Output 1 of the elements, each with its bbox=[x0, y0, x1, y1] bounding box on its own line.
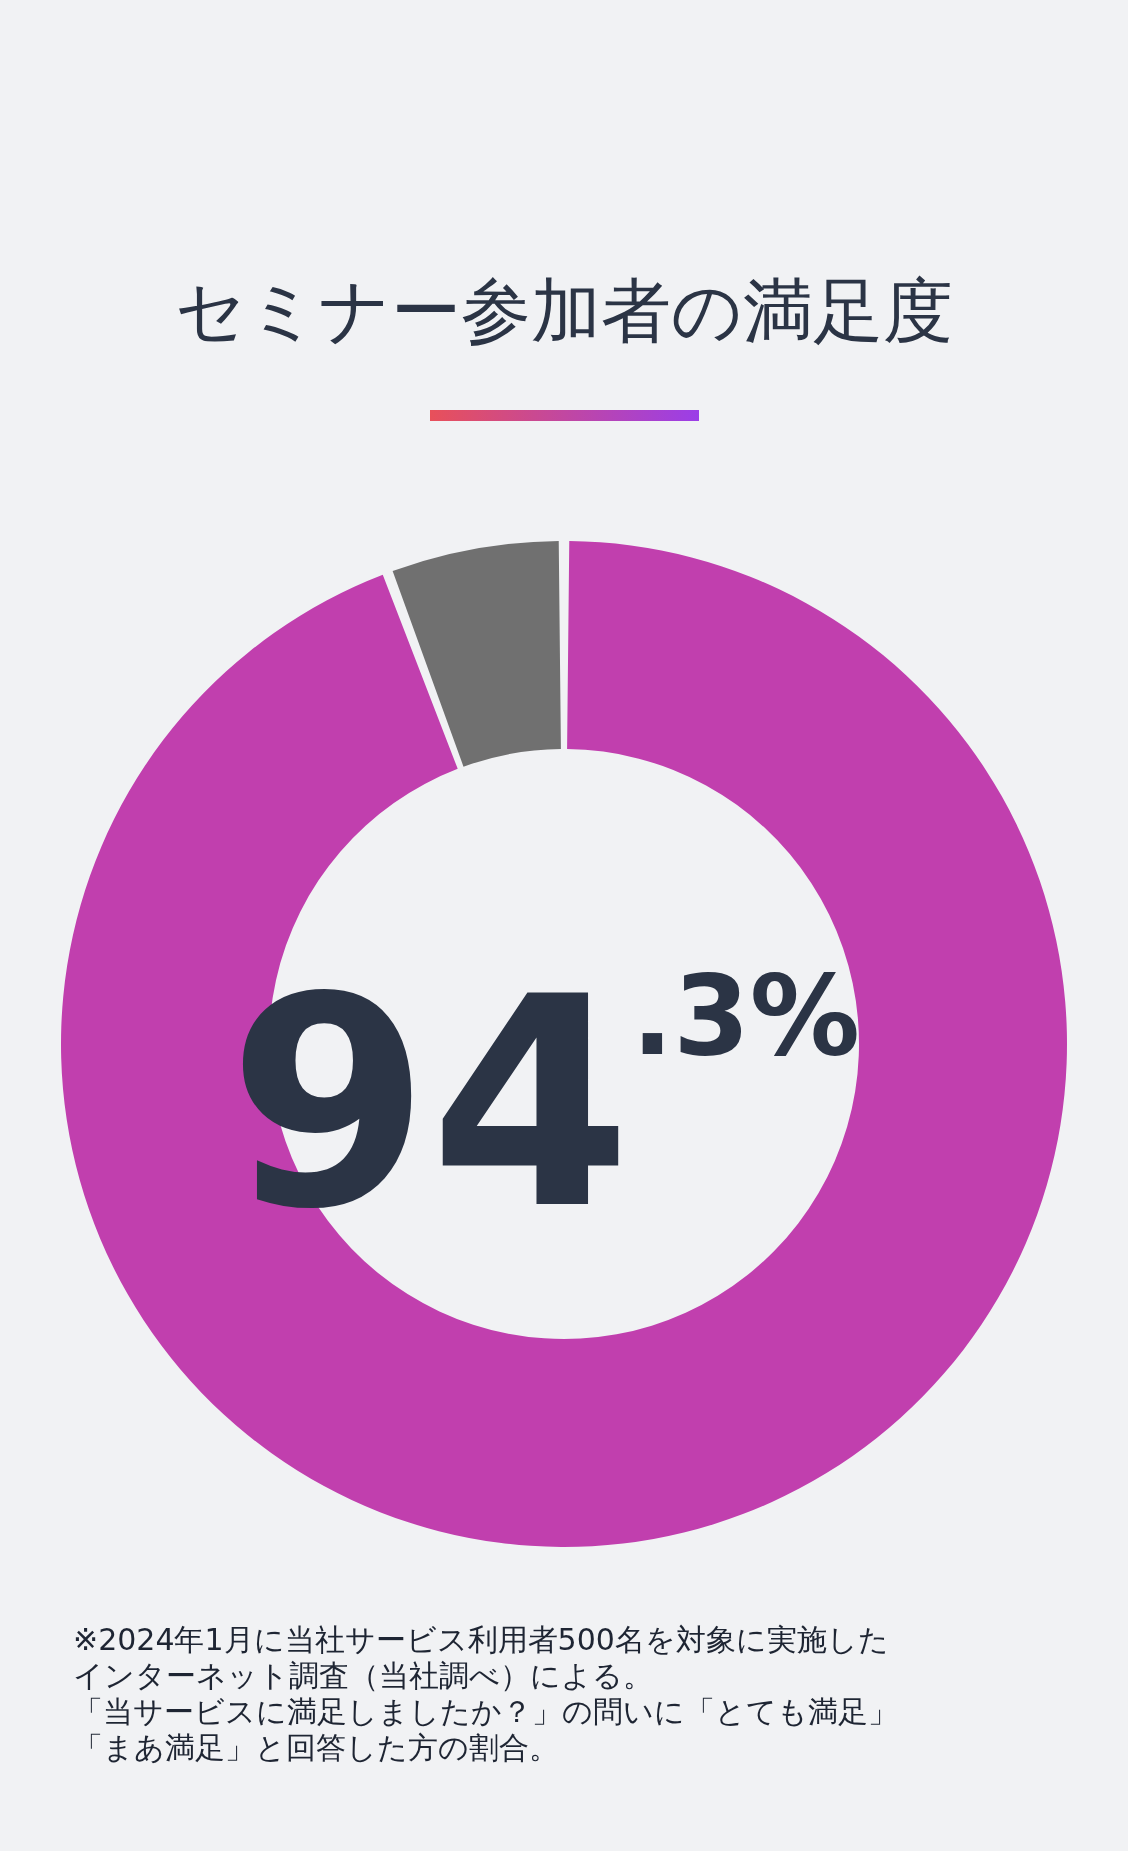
title: セミナー参加者の満足度 bbox=[175, 270, 953, 352]
